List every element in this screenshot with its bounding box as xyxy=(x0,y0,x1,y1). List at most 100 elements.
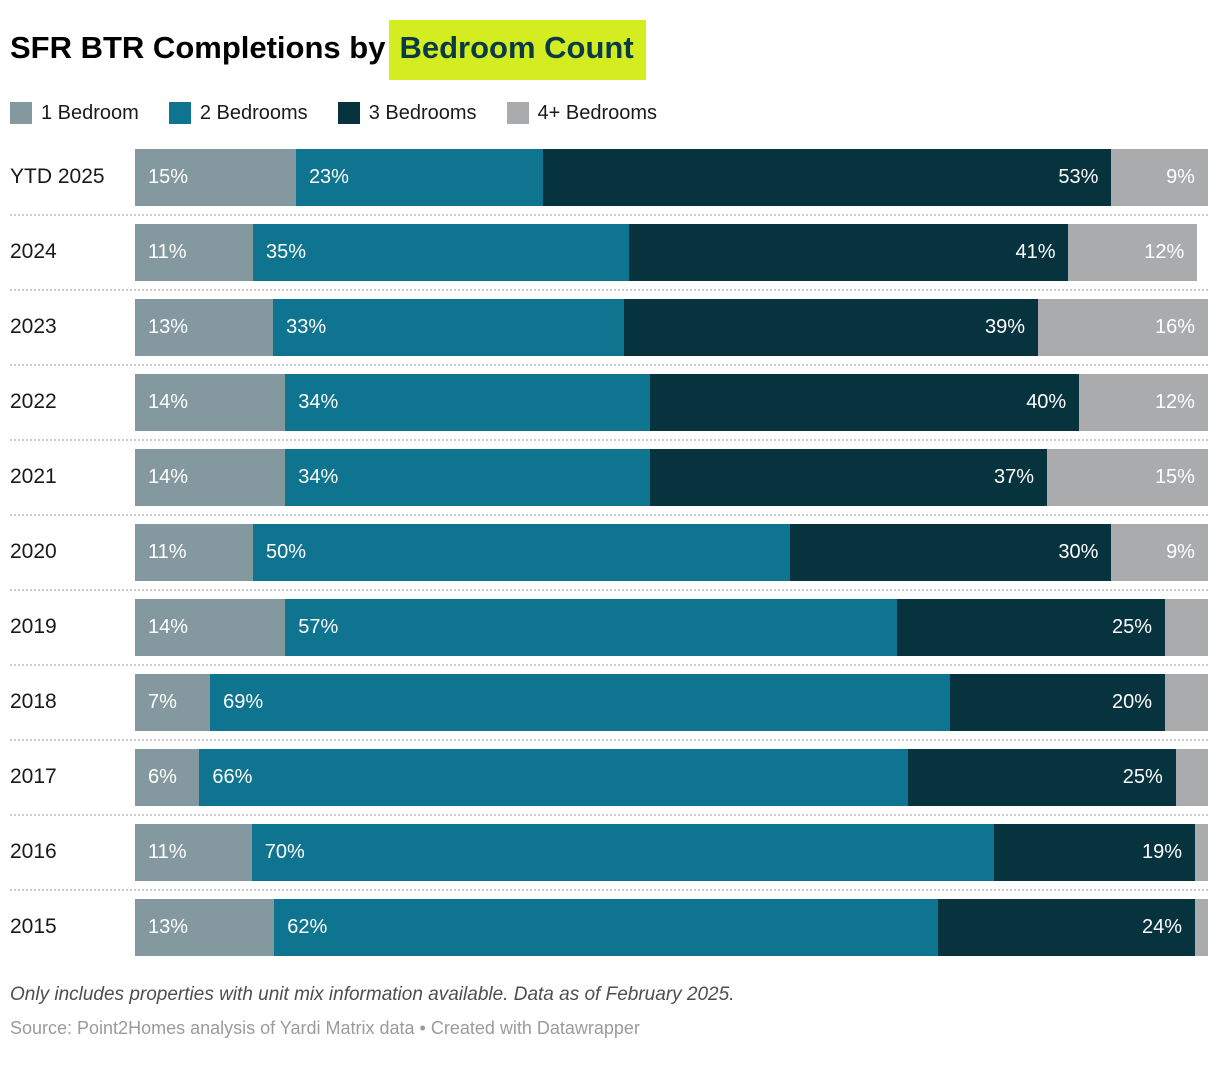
bar-segment-2-bedrooms: 69% xyxy=(210,673,951,731)
source-line: Source: Point2Homes analysis of Yardi Ma… xyxy=(10,1017,640,1038)
row-separator xyxy=(10,513,1208,516)
bar-segment-1-bedroom: 13% xyxy=(135,298,274,356)
bar-segment-1-bedroom: 14% xyxy=(135,598,286,656)
chart-row: 2015 13% 62% 24% xyxy=(10,898,1208,956)
segment-value-label: 70% xyxy=(264,840,305,863)
chart-row: 2016 11% 70% 19% xyxy=(10,823,1209,881)
row-label: 2022 xyxy=(10,390,57,414)
segment-value-label: 11% xyxy=(148,240,187,263)
legend-swatch-2-bedrooms xyxy=(168,102,191,125)
row-label: 2023 xyxy=(10,315,57,339)
segment-value-label: 34% xyxy=(298,390,339,413)
segment-value-label: 15% xyxy=(1154,465,1195,488)
bar-segment-1-bedroom: 6% xyxy=(135,748,200,806)
segment-value-label: 13% xyxy=(148,315,189,338)
segment-value-label: 12% xyxy=(1154,390,1195,413)
chart-row: 2019 14% 57% 25% xyxy=(10,598,1208,656)
row-label: 2024 xyxy=(10,240,57,264)
bar-segment-2-bedrooms: 23% xyxy=(295,148,543,206)
bar-segment-1-bedroom: 15% xyxy=(135,148,296,206)
legend-label: 3 Bedrooms xyxy=(368,101,477,124)
bar-segment-1-bedroom: 11% xyxy=(135,823,252,881)
row-label: 2016 xyxy=(10,840,57,864)
bar-segment-4-bedrooms xyxy=(1175,748,1208,806)
segment-value-label: 7% xyxy=(148,690,177,713)
bar-segment-4-bedrooms: 16% xyxy=(1037,298,1209,356)
segment-value-label: 9% xyxy=(1166,165,1195,188)
segment-value-label: 11% xyxy=(148,540,187,563)
segment-value-label: 11% xyxy=(148,840,187,863)
bar-segment-3-bedrooms: 30% xyxy=(789,523,1112,581)
bar-segment-4-bedrooms: 15% xyxy=(1047,448,1208,506)
segment-value-label: 41% xyxy=(1015,240,1056,263)
legend-item-2-bedrooms: 2 Bedrooms xyxy=(168,102,308,125)
bar-segment-4-bedrooms: 12% xyxy=(1068,223,1198,281)
segment-value-label: 25% xyxy=(1122,765,1163,788)
bar-track: 6% 66% 25% xyxy=(135,748,1208,806)
bar-track: 15% 23% 53% 9% xyxy=(135,148,1208,206)
bar-track: 7% 69% 20% xyxy=(135,673,1208,731)
title-highlight: Bedroom Count xyxy=(389,20,646,80)
bar-segment-3-bedrooms: 25% xyxy=(896,598,1166,656)
segment-value-label: 62% xyxy=(287,915,328,938)
legend-swatch-4-bedrooms xyxy=(506,102,529,125)
segment-value-label: 23% xyxy=(308,165,349,188)
bar-segment-4-bedrooms xyxy=(1165,673,1208,731)
bar-chart: YTD 2025 15% 23% 53% 9% 2024 11% 35% 41% 12% 2023 1… xyxy=(10,148,1209,956)
segment-value-label: 66% xyxy=(212,765,253,788)
segment-value-label: 24% xyxy=(1141,915,1182,938)
bar-segment-3-bedrooms: 25% xyxy=(907,748,1176,806)
segment-value-label: 50% xyxy=(266,540,307,563)
bar-track: 11% 70% 19% xyxy=(135,823,1209,881)
chart-row: 2020 11% 50% 30% 9% xyxy=(10,523,1208,581)
legend-label: 1 Bedroom xyxy=(41,101,139,124)
segment-value-label: 53% xyxy=(1058,165,1099,188)
bar-segment-3-bedrooms: 40% xyxy=(650,373,1080,431)
bar-segment-1-bedroom: 11% xyxy=(135,523,254,581)
segment-value-label: 13% xyxy=(148,915,189,938)
legend-swatch-3-bedrooms xyxy=(337,102,360,125)
bar-segment-2-bedrooms: 66% xyxy=(199,748,908,806)
bar-segment-3-bedrooms: 37% xyxy=(650,448,1048,506)
bar-track: 14% 34% 40% 12% xyxy=(135,373,1208,431)
segment-value-label: 30% xyxy=(1058,540,1099,563)
bar-segment-4-bedrooms xyxy=(1195,823,1209,881)
legend-label: 4+ Bedrooms xyxy=(537,101,658,124)
segment-value-label: 9% xyxy=(1166,540,1195,563)
bar-segment-1-bedroom: 13% xyxy=(135,898,275,956)
legend-item-1-bedroom: 1 Bedroom xyxy=(10,102,139,125)
segment-value-label: 39% xyxy=(984,315,1025,338)
segment-value-label: 37% xyxy=(994,465,1035,488)
row-label: 2017 xyxy=(10,765,57,789)
row-separator xyxy=(10,288,1208,291)
chart-row: 2018 7% 69% 20% xyxy=(10,673,1208,731)
row-separator xyxy=(10,363,1208,366)
bar-segment-4-bedrooms xyxy=(1165,598,1208,656)
bar-track: 13% 62% 24% xyxy=(135,898,1208,956)
segment-value-label: 14% xyxy=(148,390,189,413)
bar-segment-3-bedrooms: 41% xyxy=(628,223,1069,281)
row-separator xyxy=(10,213,1208,216)
chart-row: 2024 11% 35% 41% 12% xyxy=(10,223,1208,281)
chart-row: 2021 14% 34% 37% 15% xyxy=(10,448,1208,506)
row-label: 2021 xyxy=(10,465,57,489)
row-label: 2015 xyxy=(10,915,57,939)
chart-row: 2017 6% 66% 25% xyxy=(10,748,1208,806)
row-separator xyxy=(10,663,1208,666)
chart-row: YTD 2025 15% 23% 53% 9% xyxy=(10,148,1208,206)
segment-value-label: 57% xyxy=(298,615,339,638)
row-separator xyxy=(10,738,1208,741)
bar-segment-1-bedroom: 11% xyxy=(135,223,254,281)
row-label: 2019 xyxy=(10,615,57,639)
chart-title: SFR BTR Completions by Bedroom Count xyxy=(10,20,1208,80)
row-separator xyxy=(10,588,1208,591)
bar-segment-4-bedrooms xyxy=(1195,898,1208,956)
chart-row: 2023 13% 33% 39% 16% xyxy=(10,298,1209,356)
segment-value-label: 40% xyxy=(1026,390,1067,413)
bar-segment-2-bedrooms: 70% xyxy=(251,823,994,881)
segment-value-label: 19% xyxy=(1141,840,1183,863)
segment-value-label: 69% xyxy=(223,690,264,713)
legend-item-3-bedrooms: 3 Bedrooms xyxy=(337,101,477,125)
segment-value-label: 33% xyxy=(286,315,327,338)
